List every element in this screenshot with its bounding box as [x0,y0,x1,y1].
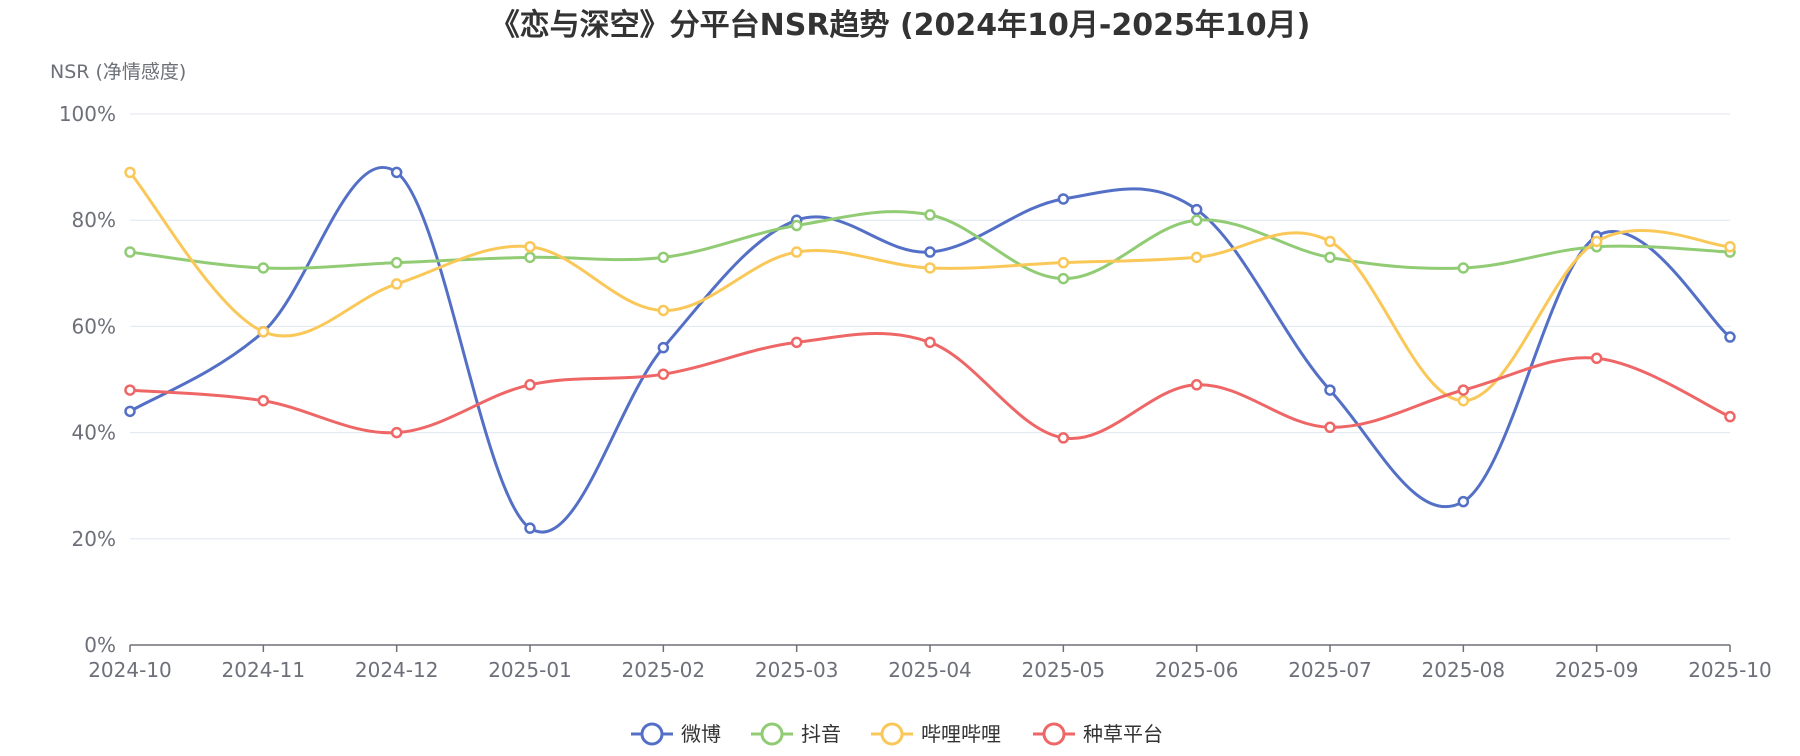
x-tick-label: 2025-05 [1022,658,1106,682]
data-point[interactable] [524,241,536,253]
series-line [129,166,1731,534]
x-tick-label: 2025-02 [622,658,706,682]
data-point[interactable] [1057,256,1070,269]
data-point[interactable] [257,325,270,338]
series-4 [124,332,1736,444]
grid-lines [130,113,1730,540]
data-point[interactable] [657,304,670,317]
x-tick-label: 2024-12 [355,658,439,682]
data-point[interactable] [257,394,270,407]
legend-marker [640,722,664,746]
data-point[interactable] [1457,394,1470,407]
data-point[interactable] [257,262,270,274]
data-point[interactable] [1457,262,1470,274]
series-3 [124,166,1736,407]
x-tick-label: 2025-07 [1288,658,1372,682]
data-point[interactable] [390,278,403,290]
data-point[interactable] [390,166,403,179]
x-tick-label: 2025-10 [1688,658,1772,682]
legend-label: 抖音 [801,722,841,746]
data-point[interactable] [124,166,136,179]
y-tick-label: 20% [72,527,116,551]
series-lines [124,166,1736,534]
x-tick-label: 2025-09 [1555,658,1639,682]
x-tick-label: 2025-03 [755,658,839,682]
legend-item[interactable]: 哔哩哔哩 [871,722,1001,746]
data-point[interactable] [924,246,936,258]
y-axis-label: NSR (净情感度) [50,61,186,83]
legend-item[interactable]: 抖音 [751,722,841,746]
x-tick-label: 2025-08 [1422,658,1506,682]
data-point[interactable] [1057,272,1070,285]
series-2 [124,209,1736,285]
chart-title: 《恋与深空》分平台NSR趋势 (2024年10月-2025年10月) [490,8,1311,43]
data-point[interactable] [390,426,403,439]
legend-marker [760,722,784,746]
data-point[interactable] [1457,384,1470,396]
data-point[interactable] [124,246,136,258]
legend-item[interactable]: 微博 [631,722,721,746]
data-point[interactable] [924,262,936,274]
data-point[interactable] [524,379,536,391]
y-tick-label: 0% [84,633,116,657]
data-point[interactable] [1324,251,1336,264]
y-axis-ticks: 0% 20% 40% 60% 80% 100% [59,102,116,657]
data-point[interactable] [1190,214,1203,226]
data-point[interactable] [1057,432,1070,444]
data-point[interactable] [1590,235,1603,248]
x-tick-label: 2025-04 [888,658,972,682]
data-point[interactable] [1724,331,1736,343]
data-point[interactable] [1724,241,1736,253]
data-point[interactable] [1724,410,1736,423]
data-point[interactable] [1324,235,1336,248]
data-point[interactable] [1324,384,1336,396]
x-axis: 2024-10 2024-11 2024-12 2025-01 2025-02 2025-… [88,644,1772,682]
x-tick-label: 2025-06 [1155,658,1239,682]
data-point[interactable] [1190,203,1203,216]
data-point[interactable] [790,336,803,349]
data-point[interactable] [1590,352,1603,365]
data-point[interactable] [924,209,936,221]
y-tick-label: 60% [72,314,116,338]
legend-label: 哔哩哔哩 [921,722,1001,746]
data-point[interactable] [657,368,670,380]
legend-label: 微博 [681,722,721,746]
data-point[interactable] [390,256,403,269]
data-point[interactable] [924,336,936,349]
data-point[interactable] [790,246,803,258]
data-point[interactable] [1190,379,1203,391]
data-point[interactable] [524,522,536,534]
data-point[interactable] [657,251,670,264]
data-point[interactable] [124,384,136,396]
y-tick-label: 100% [59,102,116,126]
data-point[interactable] [657,341,670,354]
data-point[interactable] [790,219,803,232]
data-point[interactable] [1190,251,1203,264]
y-tick-label: 40% [72,421,116,445]
data-point[interactable] [1057,193,1070,205]
legend-item[interactable]: 种草平台 [1033,722,1163,746]
legend-label: 种草平台 [1083,722,1163,746]
data-point[interactable] [524,251,536,264]
series-1 [124,166,1736,534]
x-tick-label: 2025-01 [488,658,572,682]
y-tick-label: 80% [72,208,116,232]
legend-marker [1042,722,1066,746]
x-tick-label: 2024-10 [88,658,172,682]
data-point[interactable] [1324,421,1336,434]
data-point[interactable] [1457,495,1470,508]
x-tick-label: 2024-11 [222,658,306,682]
legend-marker [880,722,904,746]
data-point[interactable] [124,405,136,418]
series-line [128,171,1731,403]
legend: 微博 抖音 哔哩哔哩 种草平台 [631,722,1163,746]
